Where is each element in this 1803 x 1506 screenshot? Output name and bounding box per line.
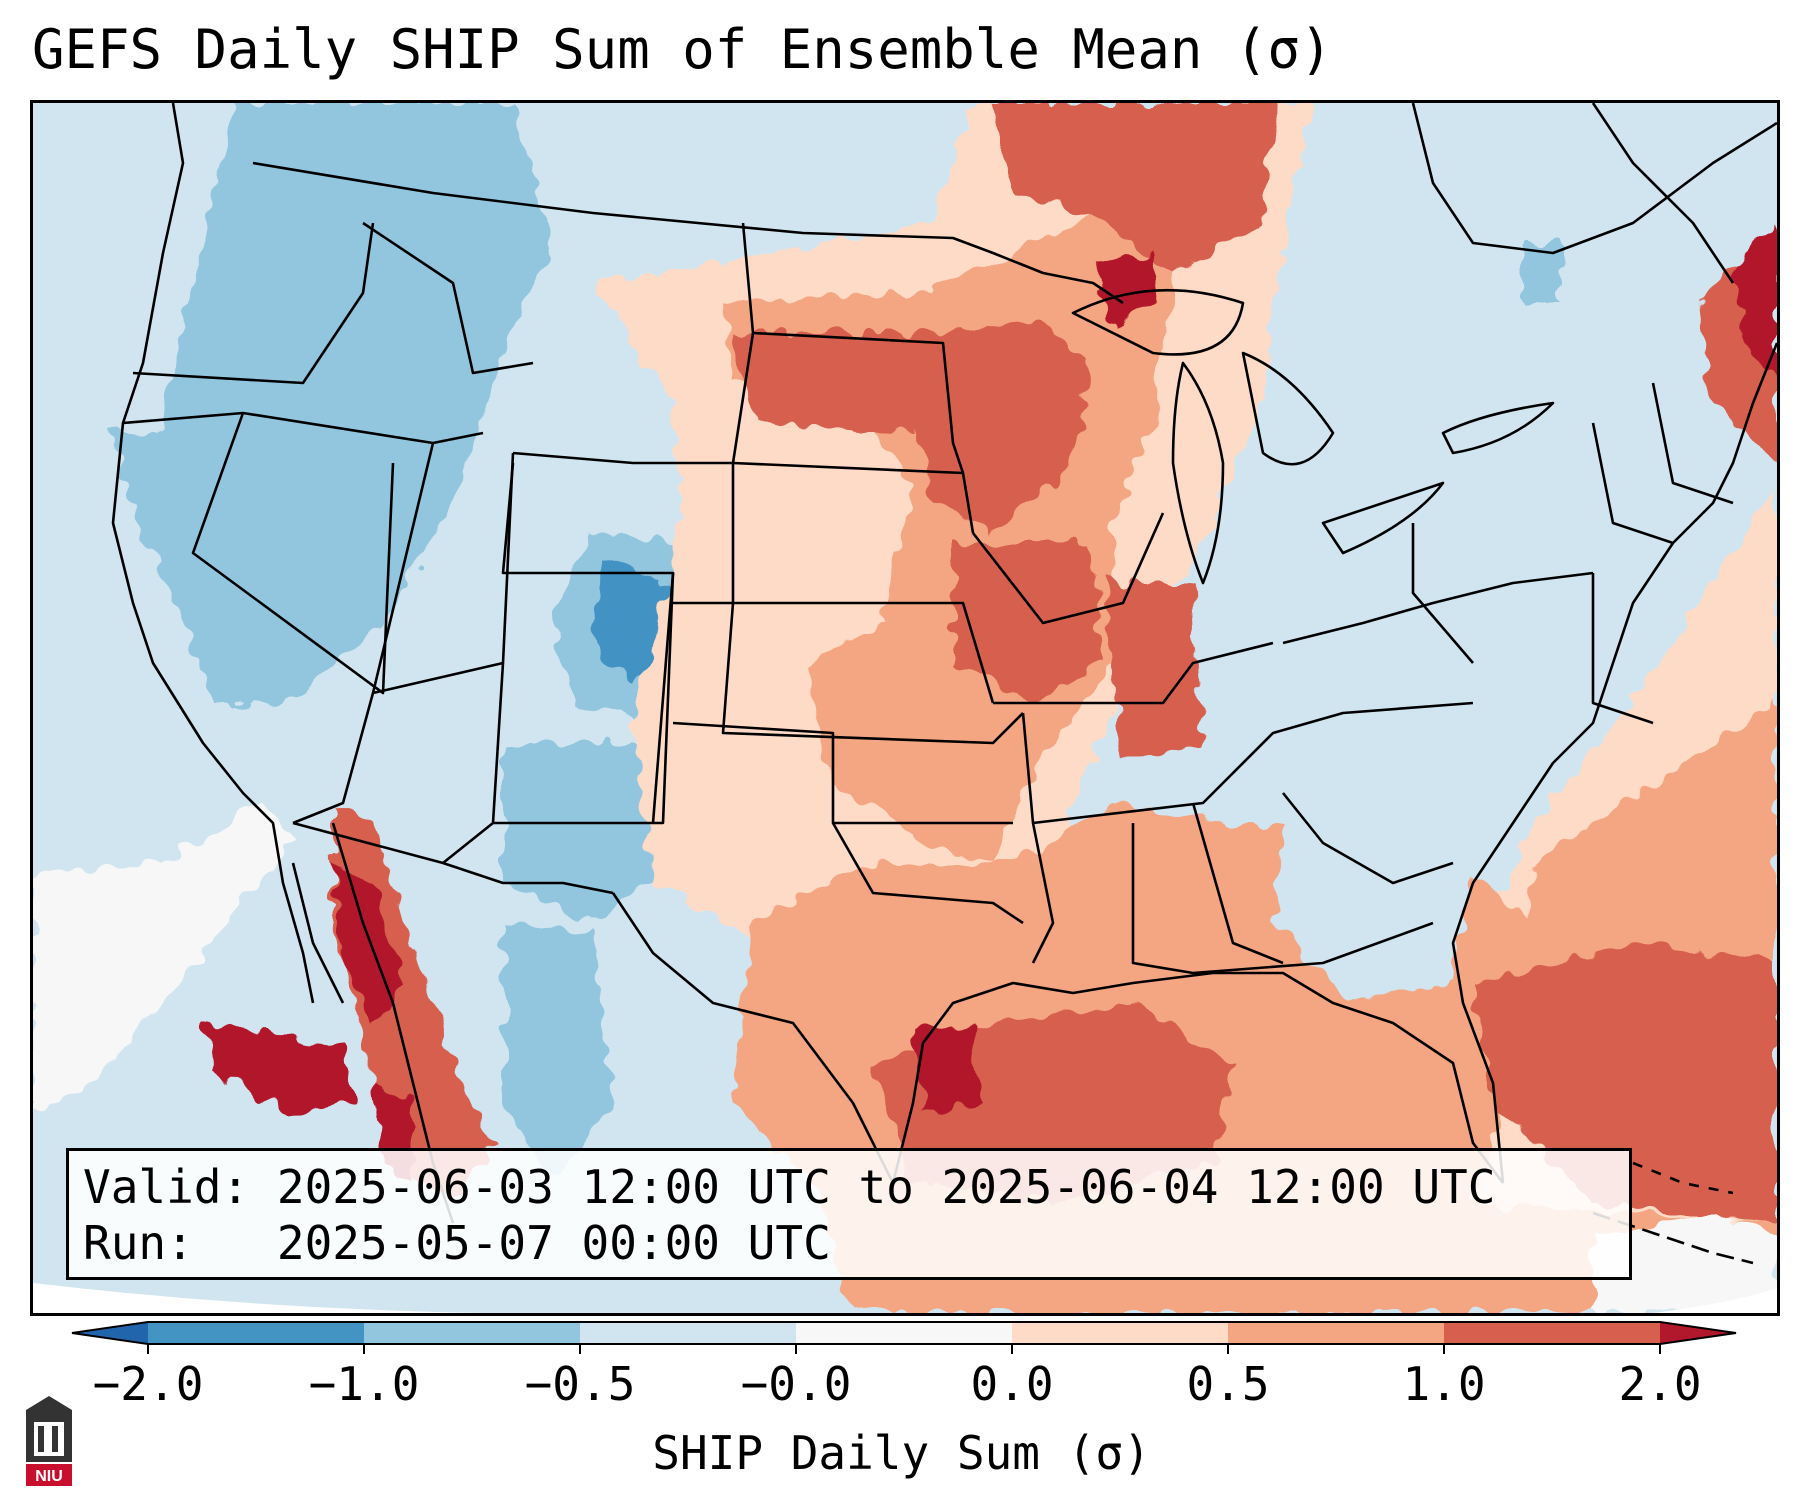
map-panel: [30, 100, 1780, 1316]
niu-logo: NIU: [26, 1396, 72, 1486]
colorbar-segment: [364, 1322, 581, 1344]
colorbar-segment: [1228, 1322, 1445, 1344]
colorbar-segment: [580, 1322, 797, 1344]
validity-info-box: Valid: 2025-06-03 12:00 UTC to 2025-06-0…: [66, 1148, 1632, 1280]
colorbar-tick-label: −2.0: [93, 1357, 204, 1411]
colorbar-segments: [71, 1321, 1737, 1345]
colorbar-tick-label: −0.0: [741, 1357, 852, 1411]
anomaly-map: [33, 103, 1777, 1313]
colorbar-segment: [796, 1322, 1013, 1344]
colorbar-segment: [148, 1322, 365, 1344]
valid-time-range: 2025-06-03 12:00 UTC to 2025-06-04 12:00…: [276, 1160, 1496, 1214]
colorbar-label: SHIP Daily Sum (σ): [652, 1426, 1151, 1480]
colorbar-tick-label: 0.0: [970, 1357, 1053, 1411]
colorbar-over-arrow: [1660, 1322, 1736, 1344]
svg-text:NIU: NIU: [35, 1468, 63, 1485]
anomaly-field: [33, 103, 1777, 1313]
colorbar-ticks: −2.0 −1.0 −0.5 −0.0 0.0 0.5 1.0 2.0: [93, 1344, 1702, 1411]
valid-label: Valid:: [83, 1160, 250, 1214]
colorbar-tick-label: 2.0: [1618, 1357, 1701, 1411]
run-label: Run:: [83, 1216, 194, 1270]
colorbar-tick-label: 1.0: [1402, 1357, 1485, 1411]
state-boundaries: [111, 103, 1777, 1265]
colorbar-segment: [1444, 1322, 1661, 1344]
colorbar-tick-label: 0.5: [1186, 1357, 1269, 1411]
colorbar-tick-label: −0.5: [525, 1357, 636, 1411]
run-time: 2025-05-07 00:00 UTC: [276, 1216, 831, 1270]
map-title: GEFS Daily SHIP Sum of Ensemble Mean (σ): [32, 18, 1333, 81]
colorbar: −2.0 −1.0 −0.5 −0.0 0.0 0.5 1.0 2.0: [71, 1321, 1737, 1411]
colorbar-tick-label: −1.0: [309, 1357, 420, 1411]
colorbar-segment: [1012, 1322, 1229, 1344]
colorbar-under-arrow: [72, 1322, 148, 1344]
